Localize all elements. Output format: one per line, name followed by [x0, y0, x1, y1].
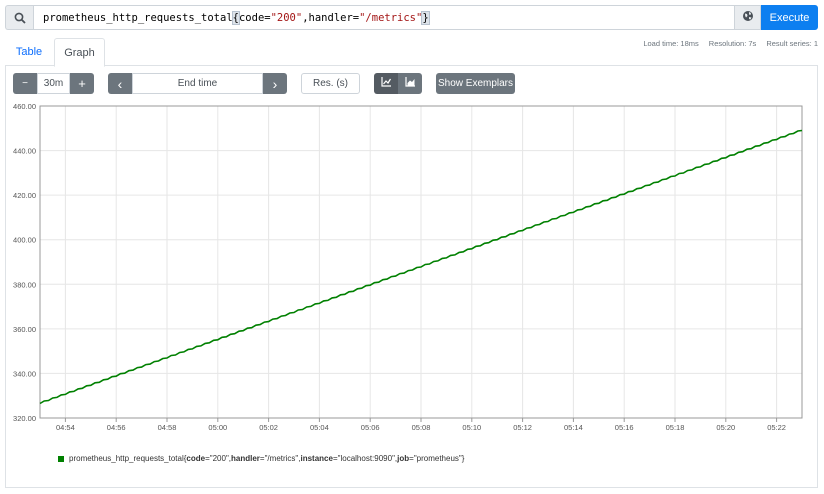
x-tick-label: 04:54: [56, 423, 75, 432]
x-tick-label: 04:58: [158, 423, 177, 432]
tab-bar: Table Graph: [5, 38, 818, 67]
line-chart-toggle[interactable]: [374, 73, 398, 94]
resolution-input[interactable]: Res. (s): [301, 73, 360, 94]
x-tick-label: 05:16: [615, 423, 634, 432]
legend[interactable]: prometheus_http_requests_total{code ="200…: [58, 454, 464, 463]
query-stats: Load time: 18ms Resolution: 7s Result seri…: [633, 39, 818, 48]
x-tick-label: 05:20: [716, 423, 735, 432]
execute-button[interactable]: Execute: [761, 5, 818, 30]
result-series-count: Result series: 1: [766, 39, 818, 48]
stacked-chart-toggle[interactable]: [398, 73, 422, 94]
y-tick-label: 440.00: [13, 147, 36, 156]
tab-graph[interactable]: Graph: [54, 38, 105, 67]
query-brace-open: {: [231, 10, 241, 25]
legend-key: instance: [300, 454, 333, 463]
x-tick-label: 05:08: [412, 423, 431, 432]
legend-value: ="prometheus"}: [409, 454, 465, 463]
area-chart-icon: [404, 77, 416, 90]
x-tick-label: 05:22: [767, 423, 786, 432]
show-exemplars-button[interactable]: Show Exemplars: [436, 73, 515, 94]
y-tick-label: 460.00: [13, 102, 36, 111]
search-icon: [5, 5, 33, 30]
end-time-next-button[interactable]: ›: [263, 73, 287, 94]
y-tick-label: 400.00: [13, 236, 36, 245]
y-tick-label: 360.00: [13, 325, 36, 334]
query-value: "200": [270, 11, 303, 24]
legend-value: ="localhost:9090",: [332, 454, 398, 463]
range-increase-button[interactable]: +: [70, 73, 94, 94]
line-chart-icon: [380, 77, 392, 90]
chart-svg: 320.00 340.00 360.00 380.00 400.00 420.00 440.…: [13, 102, 803, 432]
plot-area-border: [39, 105, 803, 419]
legend-key: code: [186, 454, 206, 463]
legend-key: job: [397, 454, 410, 463]
series-line: [39, 129, 803, 405]
end-time-input[interactable]: End time: [132, 73, 263, 94]
x-tick-label: 04:56: [107, 423, 126, 432]
metrics-explorer-button[interactable]: [735, 5, 761, 30]
range-input[interactable]: 30m: [37, 73, 70, 94]
load-time: Load time: 18ms: [643, 39, 699, 48]
end-time-prev-button[interactable]: ‹: [108, 73, 132, 94]
x-tick-label: 05:04: [310, 423, 329, 432]
query-brace-close: }: [421, 10, 430, 25]
query-label: handler=: [308, 11, 360, 24]
expression-input[interactable]: prometheus_http_requests_total{code= "200…: [33, 5, 735, 30]
x-tick-label: 05:18: [666, 423, 685, 432]
x-tick-label: 05:02: [259, 423, 278, 432]
y-tick-label: 320.00: [13, 414, 36, 423]
legend-value: ="/metrics",: [259, 454, 301, 463]
graph-panel: [5, 66, 818, 488]
x-tick-label: 05:14: [564, 423, 583, 432]
graph-chart: 320.00 340.00 360.00 380.00 400.00 420.00 440.…: [0, 100, 824, 440]
x-tick-label: 05:10: [462, 423, 481, 432]
y-tick-label: 380.00: [13, 280, 36, 289]
y-tick-label: 420.00: [13, 191, 36, 200]
expression-bar: prometheus_http_requests_total{code= "200…: [5, 5, 818, 30]
legend-value: ="200",: [205, 454, 232, 463]
resolution-stat: Resolution: 7s: [708, 39, 757, 48]
legend-key: handler: [231, 454, 260, 463]
x-tick-label: 05:00: [208, 423, 227, 432]
query-label: code=: [238, 11, 271, 24]
tab-table[interactable]: Table: [15, 46, 43, 58]
query-metric: prometheus_http_requests_total: [43, 11, 233, 24]
y-tick-label: 340.00: [13, 369, 36, 378]
x-tick-label: 05:06: [361, 423, 380, 432]
range-decrease-button[interactable]: −: [13, 73, 37, 94]
query-value: "/metrics": [359, 11, 423, 24]
x-tick-label: 05:12: [513, 423, 532, 432]
legend-metric: prometheus_http_requests_total{: [69, 454, 187, 463]
globe-icon: [742, 9, 754, 27]
query-separator: ,: [302, 11, 309, 24]
legend-color-swatch: [58, 455, 64, 462]
